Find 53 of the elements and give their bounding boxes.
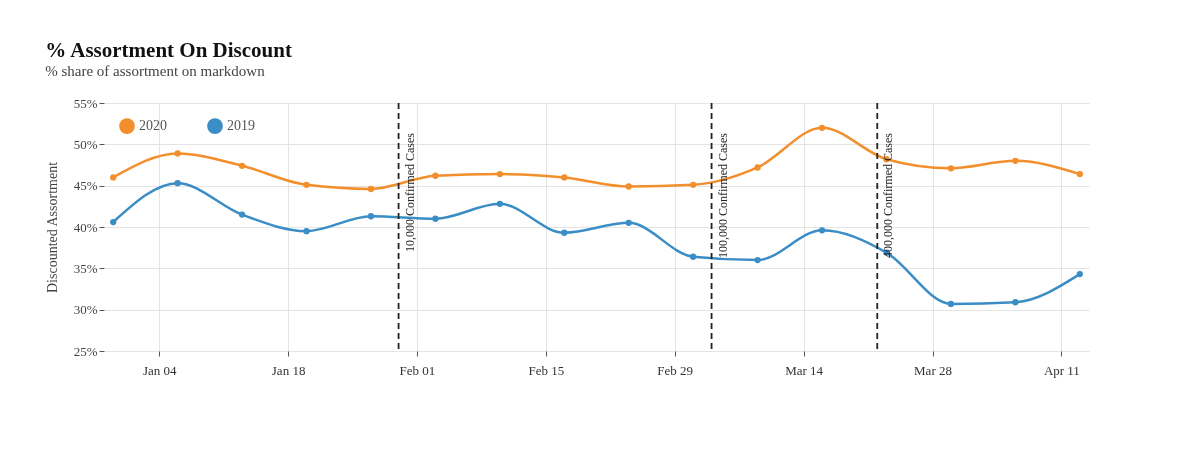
point bbox=[625, 183, 632, 190]
y-tick-label: 40% bbox=[73, 219, 98, 235]
x-tick-label: Jan 18 bbox=[271, 362, 306, 378]
point bbox=[496, 200, 503, 208]
ref-line-label: 400,000 Confirmed Cases bbox=[881, 132, 896, 258]
point bbox=[1076, 270, 1083, 278]
point bbox=[367, 213, 375, 220]
point bbox=[625, 219, 632, 227]
point bbox=[1012, 157, 1019, 165]
x-tick-label: Feb 15 bbox=[528, 362, 565, 378]
legend-label: 2019 bbox=[227, 118, 255, 134]
point bbox=[690, 181, 697, 188]
point bbox=[947, 165, 955, 172]
y-axis-title: Discounted Assortment bbox=[44, 161, 60, 294]
point bbox=[947, 300, 955, 308]
x-tick-label: Mar 14 bbox=[785, 362, 824, 378]
y-tick-label: 45% bbox=[73, 178, 98, 194]
point bbox=[174, 180, 181, 187]
x-tick-label: Feb 01 bbox=[399, 362, 436, 378]
y-tick-label: 35% bbox=[73, 260, 98, 276]
y-tick-label: 55% bbox=[73, 95, 98, 111]
point bbox=[818, 124, 826, 131]
point bbox=[367, 185, 375, 193]
y-tick-label: 25% bbox=[73, 343, 98, 359]
point bbox=[174, 150, 181, 157]
point bbox=[690, 253, 697, 260]
point bbox=[496, 170, 503, 178]
y-tick-label: 30% bbox=[73, 302, 98, 318]
chart-subtitle: % share of assortment on markdown bbox=[45, 63, 266, 79]
point bbox=[303, 181, 310, 188]
point bbox=[754, 256, 761, 264]
point bbox=[1076, 170, 1083, 178]
point bbox=[1012, 299, 1019, 306]
point bbox=[561, 229, 568, 236]
point bbox=[754, 164, 761, 171]
y-tick-label: 50% bbox=[73, 136, 98, 152]
point bbox=[110, 174, 117, 181]
x-tick-label: Jan 04 bbox=[142, 362, 178, 378]
point bbox=[238, 211, 246, 218]
point bbox=[432, 215, 439, 222]
x-tick-label: Apr 11 bbox=[1043, 362, 1080, 378]
point bbox=[238, 162, 246, 169]
point bbox=[432, 172, 439, 179]
ref-line-label: 100,000 Confirmed Cases bbox=[715, 132, 730, 258]
x-tick-label: Mar 28 bbox=[914, 362, 952, 378]
chart-title: % Assortment On Discount bbox=[45, 38, 292, 62]
legend-label: 2020 bbox=[139, 118, 167, 134]
ref-line-label: 10,000 Confirmed Cases bbox=[402, 132, 417, 252]
point bbox=[110, 218, 117, 226]
point bbox=[818, 227, 826, 234]
x-tick-label: Feb 29 bbox=[657, 362, 694, 378]
point bbox=[561, 174, 568, 181]
point bbox=[303, 227, 310, 235]
